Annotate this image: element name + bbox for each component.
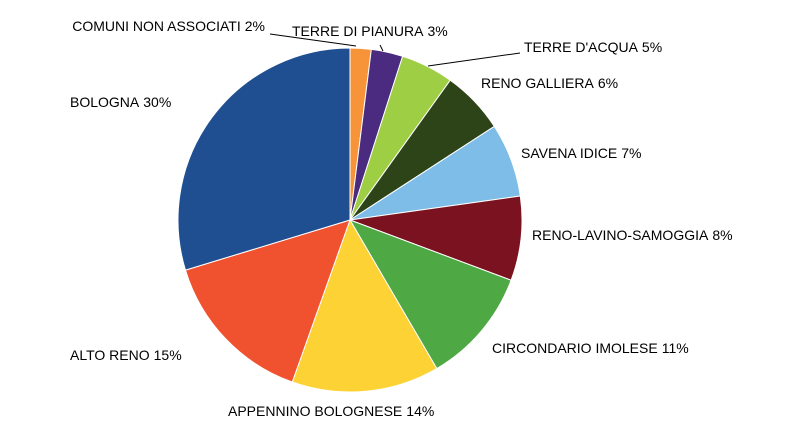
slice-name: ALTO RENO <box>70 347 150 363</box>
slice-label: RENO GALLIERA 6% <box>481 75 618 91</box>
slice-name: TERRE DI PIANURA <box>292 23 424 39</box>
slice-value: 5% <box>642 39 662 55</box>
slice-name: BOLOGNA <box>70 94 140 110</box>
pie-slice <box>348 219 512 370</box>
slice-name: RENO GALLIERA <box>481 75 594 91</box>
slice-value: 30% <box>143 94 171 110</box>
slice-label: TERRE D'ACQUA 5% <box>524 39 662 55</box>
slice-label: CIRCONDARIO IMOLESE 11% <box>492 340 689 356</box>
pie-slice <box>291 218 438 393</box>
slice-value: 2% <box>245 18 265 34</box>
pie-slice <box>177 47 351 271</box>
slice-value: 7% <box>621 145 641 161</box>
slice-name: TERRE D'ACQUA <box>524 39 639 55</box>
slice-label: SAVENA IDICE 7% <box>521 145 641 161</box>
slice-value: 6% <box>598 75 618 91</box>
slice-value: 3% <box>427 23 447 39</box>
slice-label: TERRE DI PIANURA 3% <box>292 23 448 39</box>
slice-name: APPENNINO BOLOGNESE <box>228 403 402 419</box>
slice-value: 8% <box>712 227 732 243</box>
slice-value: 14% <box>406 403 434 419</box>
slice-name: SAVENA IDICE <box>521 145 617 161</box>
slice-label: BOLOGNA 30% <box>70 94 171 110</box>
slice-name: COMUNI NON ASSOCIATI <box>72 18 241 34</box>
slice-name: RENO-LAVINO-SAMOGGIA <box>532 227 709 243</box>
leader-line <box>379 44 384 52</box>
slice-label: ALTO RENO 15% <box>70 347 182 363</box>
slice-label: COMUNI NON ASSOCIATI 2% <box>72 18 265 34</box>
slice-value: 15% <box>154 347 182 363</box>
slice-label: APPENNINO BOLOGNESE 14% <box>228 403 434 419</box>
slice-name: CIRCONDARIO IMOLESE <box>492 340 658 356</box>
pie-slice <box>184 219 351 383</box>
slice-value: 11% <box>662 340 689 356</box>
leader-line <box>269 33 357 47</box>
slice-label: RENO-LAVINO-SAMOGGIA 8% <box>532 227 733 243</box>
leader-line <box>427 52 521 67</box>
